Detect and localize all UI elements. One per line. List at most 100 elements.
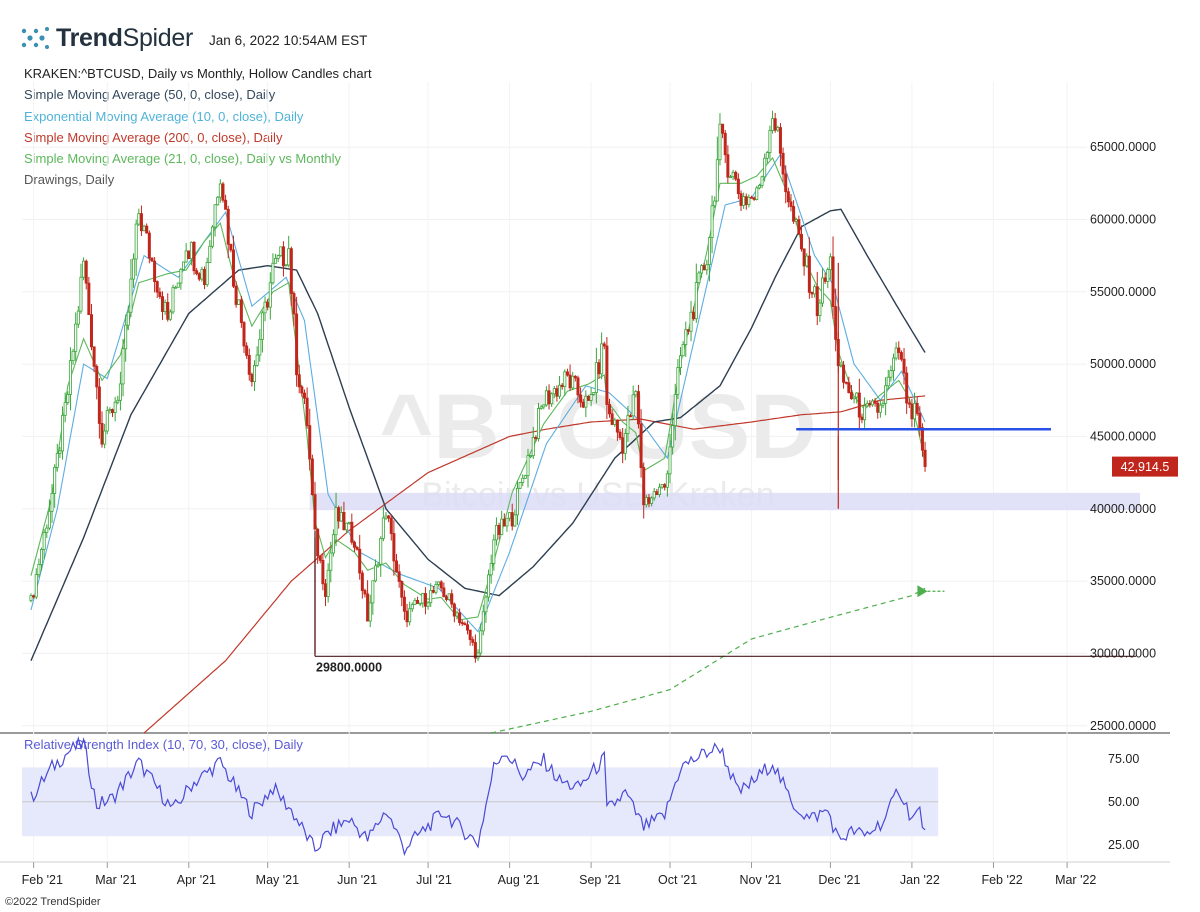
candle-body (129, 278, 133, 313)
candle-body (381, 517, 385, 539)
candle-body (213, 204, 217, 228)
candle-body (442, 587, 446, 598)
candle-body (368, 602, 372, 622)
candle-body (410, 604, 414, 610)
candle-body (255, 354, 259, 366)
candle-body (360, 572, 364, 591)
rsi-tick-label: 25.00 (1108, 838, 1139, 852)
candle-body (886, 376, 890, 387)
candle-body (794, 219, 798, 222)
candle-body (484, 596, 488, 613)
candle-body (644, 497, 648, 506)
candle-body (920, 427, 924, 451)
month-label: Nov '21 (740, 873, 782, 887)
candle-body (284, 264, 288, 267)
candle-body (492, 539, 496, 564)
legend-sma-21-monthly[interactable]: Simple Moving Average (21, 0, close), Da… (24, 151, 341, 167)
candle-body (752, 197, 756, 200)
candle-body (565, 371, 569, 376)
candle-body (602, 343, 606, 347)
candle-body (823, 277, 827, 282)
candle-body (870, 400, 874, 406)
candle-body (597, 362, 601, 375)
candle-body (166, 301, 170, 320)
candle-body (160, 296, 164, 312)
candle-body (321, 560, 325, 585)
candle-body (179, 268, 183, 284)
copyright: ©2022 TrendSpider (5, 896, 101, 908)
candle-body (68, 360, 72, 395)
candle-body (400, 581, 404, 598)
legend-sma-50[interactable]: Simple Moving Average (50, 0, close), Da… (24, 87, 276, 103)
month-label: Sep '21 (579, 873, 621, 887)
drawing-zones (309, 492, 1141, 511)
candle-body (842, 364, 846, 383)
candle-body (437, 581, 441, 585)
candle-body (358, 548, 362, 574)
candle-body (392, 533, 396, 562)
candle-body (515, 487, 519, 516)
price-tick-label: 50000.0000 (1090, 357, 1156, 371)
candle-body (47, 510, 51, 529)
candle-body (34, 574, 38, 598)
candle-body (915, 403, 919, 414)
candle-body (61, 414, 65, 452)
candle-body (439, 581, 443, 589)
candle-body (544, 390, 548, 406)
candle-body (363, 590, 367, 595)
candle-body (778, 127, 782, 154)
candle-body (750, 196, 754, 199)
candle-body (174, 286, 178, 289)
candle-body (479, 630, 483, 654)
candle-body (387, 515, 391, 519)
candle-body (634, 391, 638, 396)
month-label: Feb '21 (22, 873, 63, 887)
candle-body (884, 385, 888, 404)
candle-body (542, 404, 546, 408)
candle-body (568, 374, 572, 389)
candle-body (192, 241, 196, 272)
candle-body (707, 237, 711, 266)
candle-body (105, 410, 109, 432)
legend-sma-200[interactable]: Simple Moving Average (200, 0, close), D… (24, 129, 283, 145)
sma-21-marker-icon (917, 585, 928, 598)
candle-body (379, 538, 383, 565)
legend-drawings[interactable]: Drawings, Daily (24, 172, 115, 188)
candle-body (671, 425, 675, 448)
month-label: May '21 (256, 873, 299, 887)
candle-body (276, 255, 280, 259)
candle-body (310, 458, 314, 496)
rsi-label: Relative Strength Index (10, 70, 30, clo… (24, 737, 303, 752)
candle-body (739, 193, 743, 206)
candle-body (826, 269, 830, 282)
candle-body (852, 396, 856, 400)
candle-body (892, 357, 896, 372)
candle-body (416, 600, 420, 604)
candle-body (113, 401, 117, 413)
candle-body (481, 611, 485, 632)
candle-body (413, 600, 417, 605)
candle-body (326, 569, 330, 597)
candle-body (281, 246, 285, 267)
candle-body (124, 324, 128, 350)
rsi-tick-label: 50.00 (1108, 795, 1139, 809)
candle-body (652, 491, 656, 499)
candle-body (263, 301, 267, 314)
candle-body (187, 250, 191, 259)
price-tick-label: 40000.0000 (1090, 502, 1156, 516)
candle-body (176, 282, 180, 288)
candle-body (155, 281, 159, 293)
candle-body (897, 347, 901, 353)
candle-body (389, 517, 393, 534)
candle-body (463, 623, 467, 626)
candle-body (600, 343, 604, 375)
candle-body (815, 286, 819, 317)
candle-body (650, 497, 654, 504)
legend-ema-10[interactable]: Exponential Moving Average (10, 0, close… (24, 108, 304, 124)
candle-body (431, 590, 435, 593)
candle-body (681, 344, 685, 357)
candle-body (329, 552, 333, 571)
candle-body (150, 257, 154, 262)
candle-body (373, 565, 377, 582)
